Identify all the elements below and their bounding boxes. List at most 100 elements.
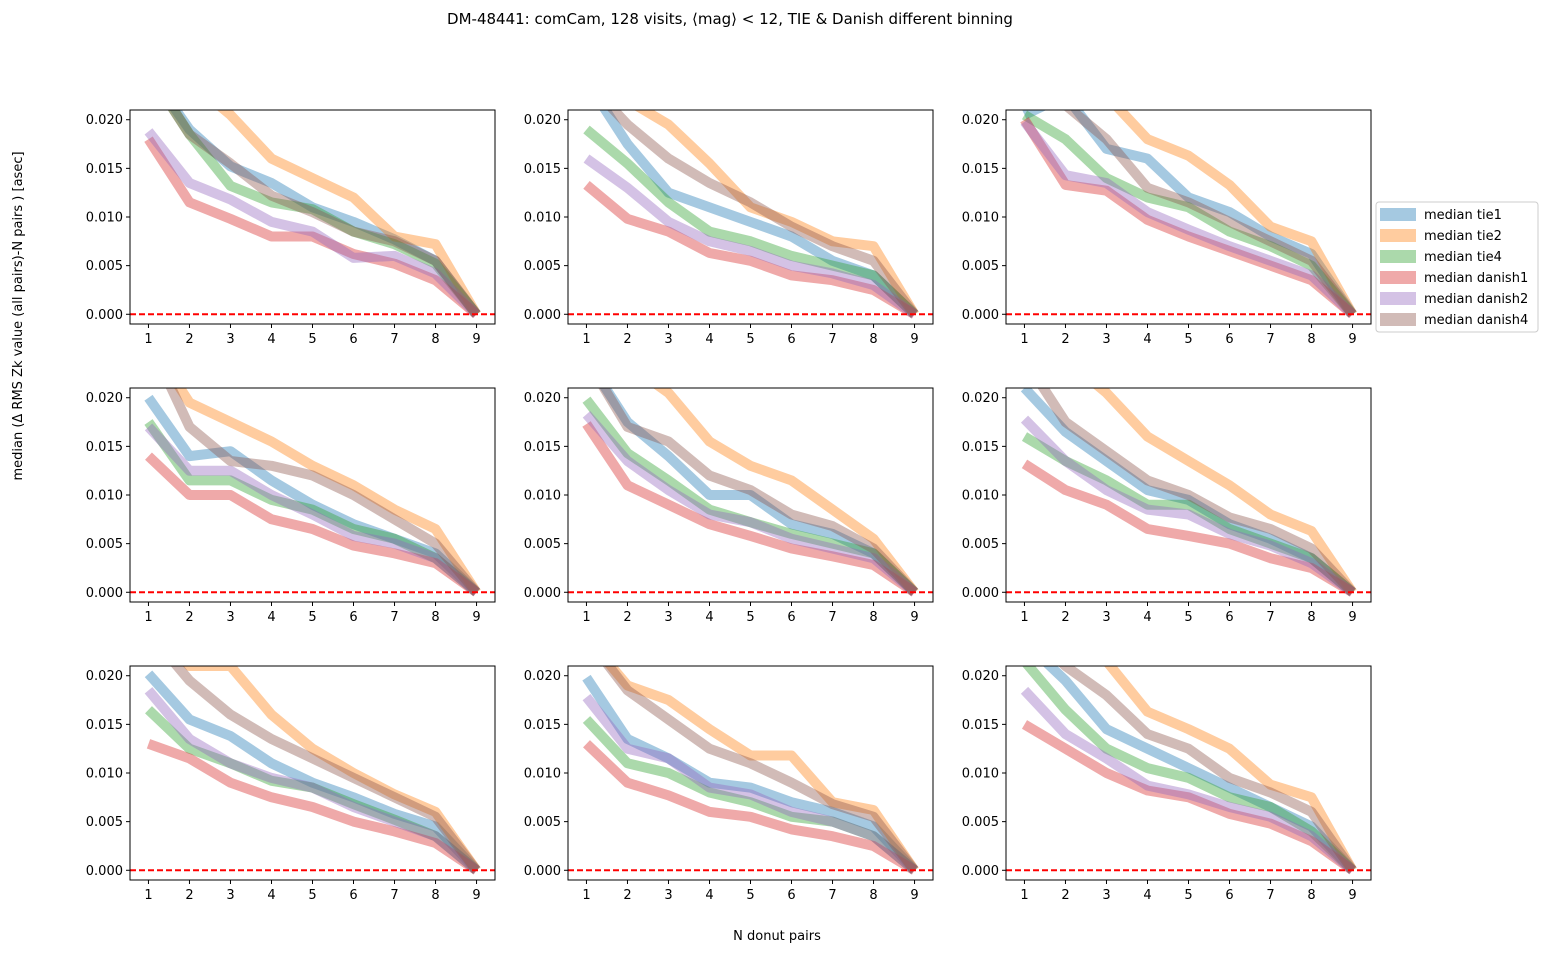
series-line-median-danish4	[1058, 666, 1357, 874]
x-tick-label: 9	[1348, 610, 1356, 625]
x-tick-label: 5	[746, 888, 754, 903]
series-line-median-danish1	[1021, 720, 1356, 875]
y-tick-label: 0.005	[86, 259, 123, 274]
x-tick-label: 1	[582, 888, 590, 903]
x-tick-label: 9	[910, 888, 918, 903]
x-tick-label: 9	[472, 888, 480, 903]
x-tick-label: 5	[1184, 888, 1192, 903]
x-tick-label: 5	[308, 888, 316, 903]
y-tick-label: 0.010	[524, 211, 561, 226]
x-tick-label: 3	[664, 610, 672, 625]
y-tick-label: 0.000	[524, 864, 561, 879]
series-line-median-danish4	[167, 110, 481, 318]
legend-swatch	[1380, 208, 1416, 221]
x-tick-label: 5	[746, 610, 754, 625]
series-lines	[1020, 666, 1357, 875]
y-tick-label: 0.015	[962, 718, 999, 733]
x-tick-label: 8	[431, 332, 439, 347]
series-line-median-tie1	[1042, 666, 1357, 874]
y-tick-label: 0.010	[962, 489, 999, 504]
x-tick-label: 6	[1225, 332, 1233, 347]
x-tick-label: 7	[828, 888, 836, 903]
x-tick-label: 6	[1225, 610, 1233, 625]
x-tick-label: 1	[144, 888, 152, 903]
series-line-median-danish4	[1024, 110, 1357, 318]
x-tick-label: 5	[308, 332, 316, 347]
x-tick-label: 3	[664, 888, 672, 903]
series-line-median-tie4	[582, 396, 918, 596]
series-line-median-danish1	[1021, 459, 1356, 597]
x-tick-label: 4	[705, 610, 713, 625]
subplot-1: 0.000 0.005 0.010 0.015 0.020 1 2 3 4 5 6 7 8 9	[86, 109, 496, 347]
y-tick-label: 0.000	[524, 308, 561, 323]
y-tick-label: 0.020	[962, 391, 999, 406]
x-tick-label: 3	[1102, 888, 1110, 903]
y-tick-label: 0.015	[524, 718, 561, 733]
legend-item: median danish4	[1380, 313, 1528, 328]
x-tick-label: 9	[472, 610, 480, 625]
x-tick-label: 9	[1348, 888, 1356, 903]
y-tick-label: 0.000	[962, 586, 999, 601]
subplot-7: 0.000 0.005 0.010 0.015 0.020 1 2 3 4 5 6 7 8 9	[86, 665, 496, 903]
x-tick-label: 7	[828, 332, 836, 347]
x-tick-label: 8	[1307, 888, 1315, 903]
legend-swatch	[1380, 292, 1416, 305]
x-tick-label: 2	[185, 332, 193, 347]
series-line-median-tie2	[634, 110, 919, 317]
series-lines	[1020, 388, 1357, 597]
y-tick-label: 0.020	[524, 113, 561, 128]
x-tick-label: 1	[144, 332, 152, 347]
series-line-median-tie1	[144, 670, 481, 874]
legend-label: median tie2	[1424, 229, 1502, 244]
series-line-median-tie4	[1021, 432, 1356, 597]
legend-label: median tie1	[1424, 208, 1502, 223]
series-line-median-danish4	[598, 388, 919, 596]
y-tick-label: 0.000	[86, 864, 123, 879]
x-tick-label: 8	[1307, 610, 1315, 625]
series-lines	[1020, 110, 1357, 319]
y-tick-label: 0.015	[524, 162, 561, 177]
x-tick-label: 7	[390, 332, 398, 347]
series-line-median-danish2	[582, 411, 918, 597]
series-line-median-danish1	[144, 136, 480, 319]
series-line-median-tie4	[583, 125, 918, 318]
y-tick-label: 0.015	[86, 440, 123, 455]
series-line-median-danish4	[606, 110, 919, 318]
series-line-median-danish4	[170, 666, 481, 874]
y-tick-label: 0.000	[86, 308, 123, 323]
series-line-median-tie4	[144, 419, 480, 597]
x-tick-label: 2	[623, 610, 631, 625]
legend-item: median tie4	[1380, 250, 1502, 265]
y-tick-label: 0.020	[86, 113, 123, 128]
subplot-2: 0.000 0.005 0.010 0.015 0.020 1 2 3 4 5 6 7 8 9	[524, 109, 934, 347]
x-tick-label: 9	[1348, 332, 1356, 347]
x-tick-label: 5	[308, 610, 316, 625]
x-tick-label: 3	[1102, 610, 1110, 625]
y-tick-label: 0.005	[962, 537, 999, 552]
series-line-median-tie2	[653, 388, 919, 596]
y-tick-label: 0.015	[962, 440, 999, 455]
series-line-median-tie1	[1020, 388, 1356, 597]
x-tick-label: 2	[1061, 888, 1069, 903]
y-tick-label: 0.010	[86, 211, 123, 226]
figure-x-axis-label: N donut pairs	[733, 929, 821, 944]
y-tick-label: 0.005	[524, 815, 561, 830]
y-tick-label: 0.015	[962, 162, 999, 177]
series-line-median-danish2	[144, 687, 480, 875]
x-tick-label: 2	[1061, 610, 1069, 625]
x-tick-label: 3	[664, 332, 672, 347]
y-tick-label: 0.020	[524, 669, 561, 684]
x-tick-label: 1	[1020, 332, 1028, 347]
y-tick-label: 0.015	[86, 718, 123, 733]
subplot-4: 0.000 0.005 0.010 0.015 0.020 1 2 3 4 5 6 7 8 9	[86, 387, 496, 625]
x-tick-label: 4	[267, 610, 275, 625]
series-line-median-tie1	[599, 110, 918, 318]
x-tick-label: 6	[349, 888, 357, 903]
x-tick-label: 2	[1061, 332, 1069, 347]
x-tick-label: 5	[746, 332, 754, 347]
y-tick-label: 0.015	[524, 440, 561, 455]
y-tick-label: 0.020	[962, 669, 999, 684]
legend-label: median danish1	[1424, 271, 1528, 286]
x-tick-label: 7	[1266, 888, 1274, 903]
series-line-median-tie2	[1092, 388, 1357, 596]
